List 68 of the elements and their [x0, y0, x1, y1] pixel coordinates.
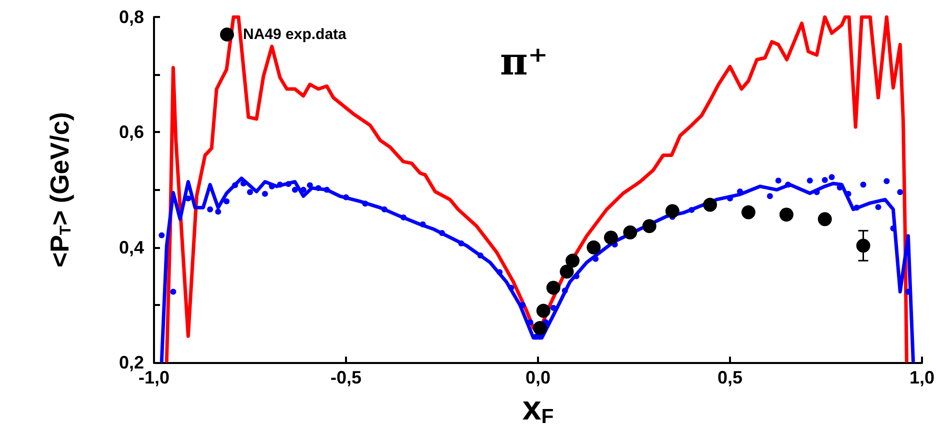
point	[247, 189, 253, 196]
point	[276, 182, 283, 188]
point	[806, 178, 813, 184]
point	[703, 198, 718, 212]
point	[586, 240, 601, 254]
point	[262, 190, 268, 197]
point	[207, 206, 214, 212]
y-tick-label: 0,6	[118, 122, 144, 142]
x-tick-label: 1,0	[909, 368, 935, 388]
x-tick-label: 0,0	[525, 368, 551, 388]
point	[897, 189, 904, 196]
x-tick-label: 0,5	[717, 368, 743, 388]
point	[496, 269, 503, 276]
y-tick-label: 0,8	[118, 7, 144, 27]
x-axis-title: xF	[522, 390, 554, 428]
line-series	[164, 15, 908, 363]
point	[875, 204, 882, 210]
point	[623, 225, 638, 240]
point	[854, 204, 860, 211]
point	[215, 208, 222, 215]
point	[775, 178, 782, 184]
point	[343, 194, 349, 200]
point	[315, 185, 322, 192]
point	[573, 273, 580, 280]
point	[400, 214, 407, 220]
point	[224, 198, 230, 204]
point	[779, 208, 794, 222]
point	[185, 195, 192, 202]
point	[292, 186, 298, 193]
point	[300, 186, 306, 193]
point	[458, 240, 464, 246]
point	[508, 284, 514, 291]
point	[324, 186, 330, 193]
y-axis-title: <PT> (GeV/c)	[44, 112, 74, 268]
point	[828, 174, 835, 180]
point	[546, 280, 560, 295]
point	[860, 182, 866, 188]
point	[642, 219, 656, 234]
y-tick-label: 0,4	[118, 237, 144, 258]
point	[532, 321, 547, 336]
point	[562, 288, 568, 294]
point	[741, 205, 756, 220]
x-tick-label: -0,5	[330, 368, 362, 388]
point	[784, 182, 791, 188]
point	[560, 264, 574, 279]
point	[818, 212, 832, 226]
point	[550, 304, 556, 311]
point	[536, 304, 550, 318]
legend-label: NA49 exp.data	[243, 26, 348, 43]
point	[884, 178, 890, 184]
point	[285, 181, 292, 188]
point	[381, 206, 388, 212]
point	[688, 206, 695, 213]
point	[439, 230, 445, 236]
point	[766, 193, 773, 200]
line-series	[160, 176, 915, 363]
point	[822, 177, 828, 184]
annotation: π⁺	[500, 38, 548, 84]
point	[566, 254, 580, 268]
point	[158, 232, 165, 238]
point	[232, 182, 238, 188]
point	[170, 288, 176, 295]
point	[665, 204, 680, 218]
point	[477, 252, 484, 258]
point	[306, 182, 313, 188]
point	[604, 230, 618, 245]
point	[420, 221, 426, 228]
point	[362, 200, 368, 207]
